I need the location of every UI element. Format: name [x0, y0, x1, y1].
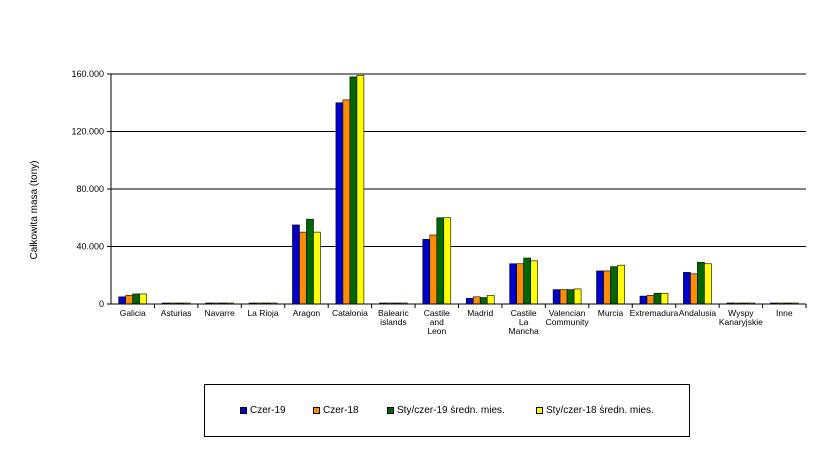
- legend-swatch: [313, 407, 320, 414]
- bar: [125, 295, 134, 305]
- bar: [292, 224, 300, 305]
- legend-swatch: [387, 407, 394, 414]
- legend-label: Sty/czer-19 średn. mies.: [397, 405, 505, 416]
- bar: [465, 297, 474, 305]
- bar: [523, 257, 531, 305]
- bar: [335, 102, 344, 305]
- x-tick-label: Valencian Community: [546, 308, 590, 327]
- x-tick-label: Galicia: [120, 308, 146, 318]
- x-tick-label: Balearic islands: [378, 308, 409, 327]
- legend-swatch: [536, 407, 543, 414]
- bar: [704, 263, 712, 305]
- legend-label: Czer-19: [250, 405, 286, 416]
- legend: Czer-19 Czer-18 Sty/czer-19 średn. mies.…: [204, 384, 690, 437]
- legend-swatch: [240, 407, 247, 414]
- bar: [472, 296, 481, 305]
- x-tick-label: Aragon: [293, 308, 321, 318]
- x-tick-label: Asturias: [161, 308, 192, 318]
- bar: [479, 297, 488, 305]
- legend-item: Sty/czer-18 średn. mies.: [536, 405, 654, 416]
- bar: [683, 272, 691, 305]
- x-tick-label: Navarre: [204, 308, 235, 318]
- x-tick-label: Wyspy Kanaryjskie: [719, 308, 763, 327]
- bar: [118, 296, 127, 305]
- bar: [559, 289, 568, 305]
- bar: [603, 270, 611, 305]
- bar: [530, 260, 538, 305]
- bar: [422, 239, 431, 305]
- bar: [617, 264, 625, 305]
- bar: [639, 295, 648, 305]
- y-tick-label: 0: [99, 299, 104, 309]
- bar: [552, 289, 561, 305]
- bars: [118, 75, 799, 305]
- legend-label: Czer-18: [323, 405, 359, 416]
- y-tick-label: 120.000: [71, 127, 104, 137]
- bar: [610, 266, 618, 305]
- legend-item: Czer-18: [313, 405, 359, 416]
- gridlines: [107, 73, 806, 305]
- bar: [566, 289, 575, 305]
- x-tick-label: Extremadura: [630, 308, 679, 318]
- axes: [110, 74, 807, 308]
- bar: [653, 292, 662, 305]
- x-tick-label: Inne: [776, 308, 793, 318]
- bar: [299, 231, 307, 305]
- y-tick-label: 80.000: [76, 184, 104, 194]
- x-tick-label: Castile La Mancha: [509, 308, 540, 336]
- bar: [573, 288, 582, 305]
- bar: [697, 262, 705, 305]
- bar: [660, 292, 669, 305]
- x-tick-label: Madrid: [467, 308, 493, 318]
- x-tick-label: Catalonia: [332, 308, 368, 318]
- legend-label: Sty/czer-18 średn. mies.: [546, 405, 654, 416]
- bar: [690, 273, 698, 305]
- bar: [342, 99, 351, 305]
- bar: [436, 217, 445, 305]
- bar: [486, 295, 495, 305]
- x-tick-label: Murcia: [598, 308, 624, 318]
- bar: [596, 270, 604, 305]
- bar: [313, 231, 321, 305]
- y-axis-title: Całkowita masa (tony): [29, 161, 40, 260]
- x-tick-label: Castile and Leon: [424, 308, 450, 336]
- bar: [349, 76, 358, 305]
- bar: [646, 295, 655, 305]
- y-tick-labels: 0 40.000 80.000 120.000 160.000: [71, 69, 104, 309]
- y-tick-label: 40.000: [76, 242, 104, 252]
- bar: [443, 217, 452, 305]
- bar: [132, 293, 141, 305]
- legend-item: Czer-19: [240, 405, 286, 416]
- y-tick-label: 160.000: [71, 69, 104, 79]
- bar: [509, 263, 517, 305]
- bar: [306, 218, 314, 305]
- x-tick-label: Andalusia: [679, 308, 717, 318]
- bar: [429, 234, 438, 305]
- bar: [356, 75, 365, 305]
- x-tick-labels: Galicia Asturias Navarre La Rioja Aragon Cata…: [120, 308, 793, 336]
- bar: [516, 263, 524, 305]
- x-tick-label: La Rioja: [247, 308, 278, 318]
- legend-item: Sty/czer-19 średn. mies.: [387, 405, 505, 416]
- bar: [139, 293, 148, 305]
